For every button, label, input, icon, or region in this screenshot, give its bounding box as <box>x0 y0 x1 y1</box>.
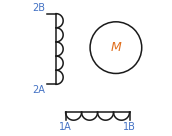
Text: 1A: 1A <box>59 122 72 132</box>
Text: 2A: 2A <box>32 85 45 95</box>
Text: 1B: 1B <box>123 122 136 132</box>
Text: M: M <box>111 41 121 54</box>
Text: 2B: 2B <box>32 3 45 13</box>
